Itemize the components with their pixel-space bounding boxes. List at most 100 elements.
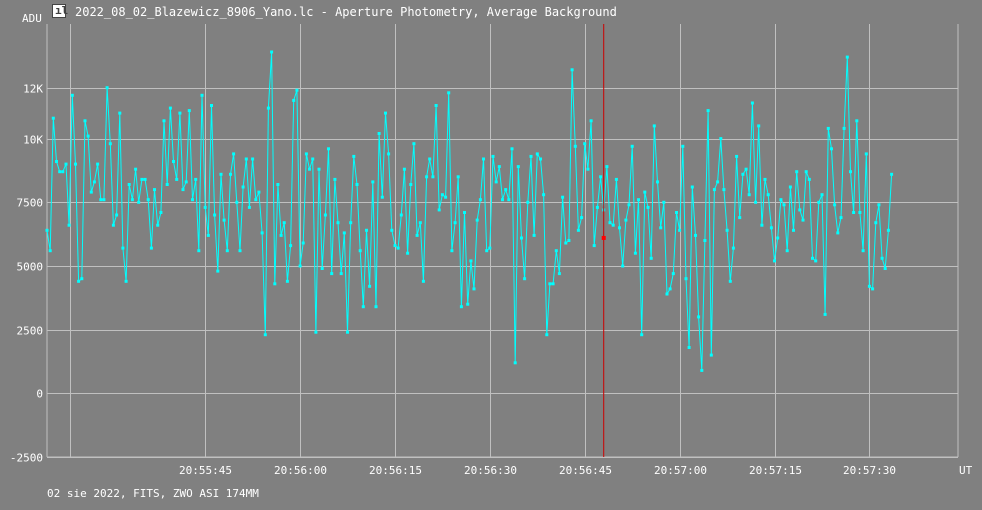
data-point	[532, 233, 536, 237]
data-point	[178, 111, 182, 115]
data-point	[539, 157, 542, 161]
data-point	[266, 106, 270, 110]
chart-app-icon: ıl	[52, 4, 68, 18]
data-point	[494, 180, 498, 184]
data-point	[175, 177, 179, 181]
data-point	[779, 198, 783, 202]
data-point	[130, 198, 134, 202]
data-point	[763, 177, 767, 181]
data-point	[640, 333, 644, 337]
data-point	[605, 165, 609, 169]
data-point	[684, 277, 688, 281]
data-point	[681, 144, 685, 148]
data-point	[501, 198, 504, 202]
data-point	[557, 272, 561, 276]
data-point	[289, 244, 293, 248]
data-point	[45, 228, 49, 232]
data-point	[611, 223, 615, 227]
data-point	[725, 228, 729, 232]
data-point	[706, 109, 710, 113]
data-point	[99, 198, 103, 202]
data-point	[77, 279, 81, 283]
data-point	[80, 277, 84, 281]
data-point	[301, 241, 305, 245]
data-point	[203, 205, 207, 209]
data-point	[323, 213, 327, 217]
data-point	[614, 177, 618, 181]
axis-ticks: -2500 0 2500 5000 7500 10K 12K 20:55:45 20:56:00…	[10, 83, 896, 478]
data-point	[826, 126, 830, 130]
data-point	[551, 282, 555, 286]
data-point	[247, 205, 251, 209]
data-point	[311, 157, 315, 161]
data-point	[320, 267, 324, 270]
data-point	[393, 244, 397, 248]
data-point	[159, 211, 163, 214]
data-point	[238, 249, 242, 253]
data-point	[507, 198, 511, 202]
data-point	[750, 101, 754, 105]
data-point	[814, 259, 818, 263]
data-point	[409, 183, 413, 186]
data-point	[523, 277, 527, 281]
data-point	[172, 160, 175, 163]
data-point	[380, 195, 384, 199]
x-tick-label: 20:57:30	[843, 464, 896, 477]
data-point	[769, 226, 773, 230]
data-point	[434, 104, 438, 107]
data-point	[573, 144, 577, 148]
data-point	[134, 167, 138, 171]
data-point	[390, 228, 394, 232]
data-point	[314, 330, 318, 334]
data-point	[270, 50, 274, 54]
data-point	[510, 147, 514, 151]
data-point	[792, 228, 795, 232]
data-point	[741, 172, 745, 176]
cursor-layer[interactable]	[601, 24, 606, 457]
data-point	[279, 233, 283, 237]
data-point	[292, 98, 296, 102]
data-point	[811, 256, 814, 260]
data-point	[795, 170, 799, 174]
data-point	[678, 228, 682, 232]
data-point	[387, 152, 391, 156]
data-point	[773, 259, 776, 263]
data-point	[115, 213, 119, 217]
data-point	[200, 93, 204, 97]
data-point	[475, 218, 479, 222]
data-point	[690, 185, 694, 189]
y-tick-label: 7500	[17, 197, 44, 210]
data-point	[668, 287, 672, 291]
data-point	[346, 330, 349, 334]
data-point	[149, 246, 153, 250]
data-point	[738, 216, 742, 220]
data-point	[58, 170, 62, 174]
data-point	[124, 279, 128, 283]
data-point	[656, 180, 659, 184]
data-point	[855, 119, 859, 123]
data-point	[867, 284, 871, 288]
data-point	[206, 233, 210, 237]
data-point	[675, 211, 678, 214]
data-point	[542, 193, 546, 197]
data-point	[55, 160, 58, 163]
y-tick-label: 12K	[23, 83, 43, 96]
window-title: 2022_08_02_Blazewicz_8906_Yano.lc - Aper…	[75, 5, 617, 19]
data-point	[880, 256, 884, 260]
data-point	[304, 152, 308, 156]
data-point	[440, 193, 444, 197]
x-tick-label: 20:56:15	[369, 464, 422, 477]
title-bar: ıl 2022_08_02_Blazewicz_8906_Yano.lc - A…	[0, 0, 982, 24]
data-point	[886, 228, 890, 232]
data-point	[709, 353, 713, 357]
data-point	[244, 157, 248, 161]
data-point	[241, 185, 245, 189]
data-point	[735, 154, 739, 158]
data-point	[545, 333, 549, 337]
data-point	[61, 170, 65, 174]
data-point	[456, 175, 460, 179]
data-point	[327, 147, 330, 151]
data-point	[485, 249, 489, 253]
data-point	[92, 180, 96, 184]
